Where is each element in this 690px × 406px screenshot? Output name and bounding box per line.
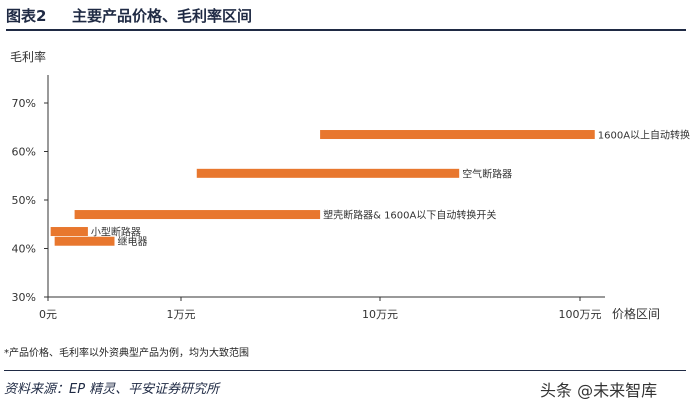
- y-tick-label: 30%: [12, 291, 36, 304]
- x-tick-label: 0元: [39, 308, 57, 321]
- x-tick-label: 10万元: [362, 308, 398, 321]
- figure-label: 图表2: [6, 7, 47, 25]
- range-bar: [50, 227, 88, 237]
- range-bar: [74, 210, 321, 220]
- y-tick-label: 70%: [12, 97, 36, 110]
- source-text: 资料来源：EP 精灵、平安证券研究所: [4, 382, 220, 397]
- x-axis-title: 价格区间: [612, 306, 660, 321]
- x-tick-label: 100万元: [559, 308, 602, 321]
- bar-label: 1600A以上自动转换开关: [598, 129, 690, 142]
- bar-label: 小型断路器: [91, 226, 141, 239]
- chart-footnote: *产品价格、毛利率以外资典型产品为例，均为大致范围: [4, 348, 249, 359]
- source-rule: [4, 370, 686, 371]
- y-tick-label: 50%: [12, 194, 36, 207]
- bar-label: 空气断路器: [462, 167, 512, 180]
- y-axis-title: 毛利率: [10, 49, 46, 64]
- range-bar: [54, 236, 115, 246]
- x-tick-label: 1万元: [167, 308, 196, 321]
- figure-header: 图表2 主要产品价格、毛利率区间: [0, 0, 690, 31]
- range-bar: [196, 168, 460, 178]
- y-tick-label: 60%: [12, 146, 36, 159]
- bar-label: 塑壳断路器& 1600A以下自动转换开关: [323, 209, 496, 222]
- range-bar: [320, 130, 595, 140]
- watermark: 头条 @未来智库: [540, 381, 658, 400]
- y-tick-label: 40%: [12, 243, 36, 256]
- bar-label: 继电器: [118, 235, 148, 248]
- figure-title: 主要产品价格、毛利率区间: [72, 7, 253, 25]
- title-rule: [6, 29, 686, 31]
